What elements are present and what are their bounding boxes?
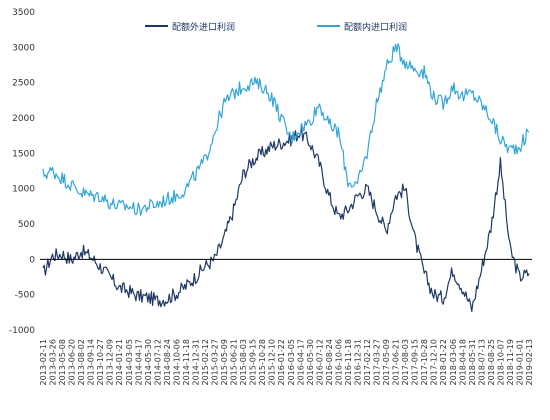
x-tick-label: 2015-02-12 <box>201 339 210 386</box>
x-tick-label: 2019-01-01 <box>515 339 524 386</box>
x-tick-label: 2017-10-28 <box>420 339 429 386</box>
y-tick-label: 500 <box>18 220 35 230</box>
series-layer <box>42 43 530 313</box>
legend: 配额外进口利润 配额内进口利润 <box>145 21 407 33</box>
x-tick-label: 2013-12-09 <box>106 339 115 386</box>
y-tick-label: 3500 <box>12 8 35 18</box>
series-line-0 <box>42 126 530 313</box>
x-tick-label: 2018-10-07 <box>496 339 505 386</box>
x-tick-label: 2016-05-30 <box>306 339 315 386</box>
x-tick-label: 2013-10-27 <box>96 339 105 386</box>
x-tick-label: 2016-03-05 <box>287 339 296 386</box>
series-line-1 <box>42 43 530 216</box>
y-tick-label: -500 <box>15 291 36 301</box>
x-axis: 2013-02-11 2013-03-26 2013-05-08 2013-06-20… <box>39 339 534 386</box>
x-tick-label: 2014-11-18 <box>182 339 191 386</box>
x-tick-label: 2013-06-20 <box>68 339 77 386</box>
x-tick-label: 2014-04-17 <box>134 339 143 386</box>
y-tick-label: 1500 <box>12 149 35 159</box>
x-tick-label: 2015-10-28 <box>258 339 267 386</box>
x-tick-label: 2013-08-02 <box>77 339 86 386</box>
y-axis: -1000 -500 0 500 1000 1500 2000 2500 3000 3500 <box>9 8 35 336</box>
x-tick-label: 2016-11-18 <box>344 339 353 386</box>
legend-label-1: 配额内进口利润 <box>344 21 407 33</box>
x-tick-label: 2015-12-10 <box>268 339 277 386</box>
legend-label-0: 配额外进口利润 <box>172 21 235 33</box>
x-tick-label: 2014-01-21 <box>115 339 124 386</box>
x-tick-label: 2015-06-21 <box>230 339 239 386</box>
x-tick-label: 2015-08-03 <box>239 339 248 386</box>
x-tick-label: 2014-07-12 <box>153 339 162 386</box>
x-tick-label: 2015-09-15 <box>249 339 258 386</box>
x-tick-label: 2014-08-24 <box>163 339 172 386</box>
y-tick-label: 0 <box>29 255 35 265</box>
x-tick-label: 2013-03-26 <box>49 339 58 386</box>
y-tick-label: 3000 <box>12 43 35 53</box>
y-tick-label: 2500 <box>12 79 35 89</box>
x-tick-label: 2017-02-12 <box>363 339 372 386</box>
x-tick-label: 2016-12-31 <box>353 339 362 386</box>
x-tick-label: 2017-03-27 <box>373 339 382 386</box>
x-tick-label: 2016-04-17 <box>296 339 305 386</box>
x-tick-label: 2017-12-10 <box>430 339 439 386</box>
x-tick-label: 2018-04-18 <box>458 339 467 386</box>
x-tick-label: 2018-05-31 <box>468 339 477 386</box>
x-tick-label: 2014-03-05 <box>125 339 134 386</box>
x-tick-label: 2016-08-24 <box>325 339 334 386</box>
x-tick-label: 2018-08-25 <box>487 339 496 386</box>
y-tick-label: 1000 <box>12 185 35 195</box>
x-tick-label: 2018-03-06 <box>449 339 458 386</box>
x-tick-label: 2015-03-27 <box>211 339 220 386</box>
y-tick-label: -1000 <box>9 326 35 336</box>
x-tick-label: 2014-10-06 <box>172 339 181 386</box>
x-tick-label: 2013-09-14 <box>87 339 96 386</box>
x-tick-label: 2016-07-12 <box>315 339 324 386</box>
x-tick-label: 2013-05-08 <box>58 339 67 386</box>
x-tick-label: 2016-01-22 <box>277 339 286 386</box>
x-tick-label: 2017-05-09 <box>382 339 391 386</box>
x-tick-label: 2017-06-21 <box>392 339 401 386</box>
x-tick-label: 2019-02-13 <box>525 339 534 386</box>
x-tick-label: 2016-10-06 <box>334 339 343 386</box>
legend-item-1: 配额内进口利润 <box>317 21 407 33</box>
x-tick-label: 2013-02-11 <box>39 339 48 386</box>
x-tick-label: 2018-01-22 <box>439 339 448 386</box>
x-tick-label: 2018-11-19 <box>506 339 515 386</box>
x-tick-label: 2014-05-30 <box>144 339 153 386</box>
x-tick-label: 2015-05-09 <box>220 339 229 386</box>
legend-item-0: 配额外进口利润 <box>145 21 235 33</box>
x-tick-label: 2017-08-03 <box>401 339 410 386</box>
x-tick-label: 2018-07-13 <box>477 339 486 386</box>
x-tick-label: 2017-09-15 <box>411 339 420 386</box>
x-tick-label: 2014-12-31 <box>191 339 200 386</box>
y-tick-label: 2000 <box>12 114 35 124</box>
